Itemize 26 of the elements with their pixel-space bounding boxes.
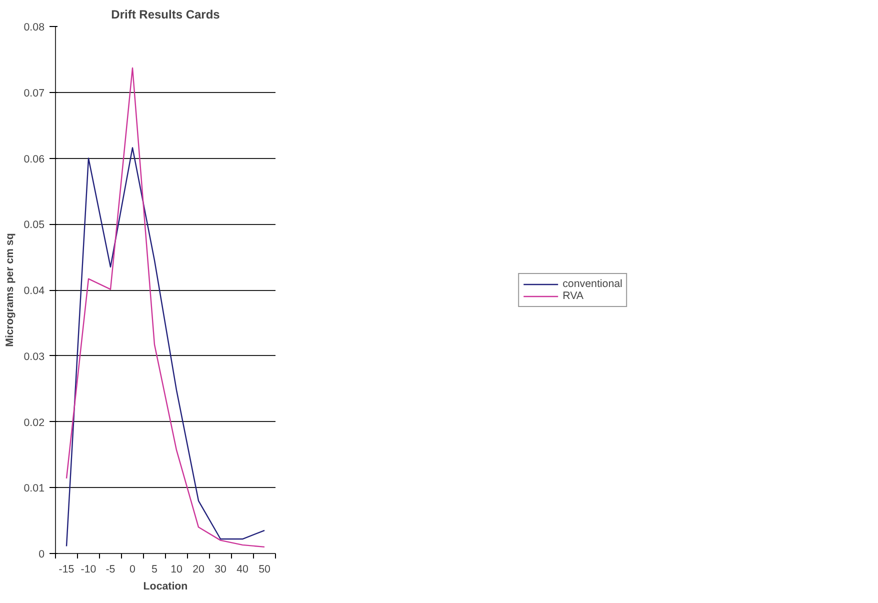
line-series [66, 147, 266, 547]
y-tick-label: 0.06 [24, 153, 45, 166]
y-tick-label: 0.08 [24, 22, 45, 34]
y-tick-label: 0.03 [24, 350, 45, 363]
x-tick-label: 40 [236, 564, 248, 576]
y-tick-label: 0.01 [24, 482, 45, 495]
x-axis-title: Location [143, 580, 188, 592]
x-tick-label: -5 [106, 564, 116, 576]
y-tick-label: 0.04 [24, 285, 45, 297]
x-tick-label: 10 [170, 564, 182, 576]
y-tick-label: 0.02 [24, 416, 45, 429]
legend-label: RVA [562, 290, 584, 302]
line-series [66, 67, 266, 548]
x-tick-label: 5 [152, 564, 158, 576]
x-tick-label: 30 [214, 564, 226, 576]
y-tick-label: 0 [38, 548, 45, 560]
y-axis-title: Micrograms per cm sq [4, 233, 16, 347]
y-tick-label: 0.05 [24, 219, 45, 232]
chart-title: Drift Results Cards [111, 8, 220, 22]
x-tick-label: -10 [80, 564, 96, 576]
x-tick-label: 0 [130, 564, 136, 576]
x-tick-label: -15 [58, 564, 74, 576]
x-tick-label: 50 [258, 564, 270, 576]
x-tick-label: 20 [192, 564, 204, 576]
y-tick-label: 0.07 [24, 87, 45, 100]
legend-label: conventional [562, 278, 622, 290]
